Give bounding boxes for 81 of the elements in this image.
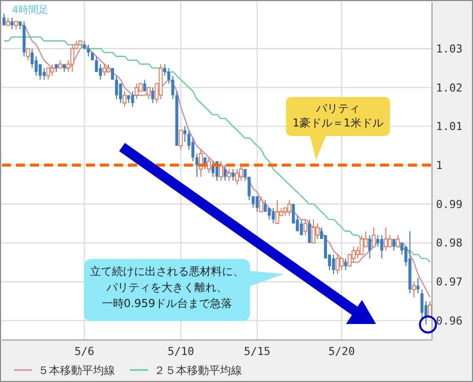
candlestick <box>2 13 6 26</box>
candlestick <box>368 234 372 259</box>
candlestick <box>38 64 42 80</box>
candlestick <box>207 156 211 174</box>
x-tick-label: 5/15 <box>244 345 270 358</box>
candlestick <box>115 75 118 100</box>
candlestick <box>388 234 392 248</box>
candlestick <box>195 153 198 178</box>
candlestick <box>248 176 251 201</box>
candlestick <box>244 168 247 182</box>
candlestick <box>264 200 267 212</box>
candlestick <box>86 44 90 57</box>
candlestick <box>219 160 223 182</box>
candlestick <box>412 281 416 298</box>
annotation: パリティ 1豪ドル＝1米ドル <box>292 102 384 130</box>
candlestick <box>272 207 275 224</box>
candlestick <box>384 226 388 252</box>
candlestick <box>119 83 122 104</box>
legend-label: ５本移動平均線 <box>38 364 115 377</box>
legend-label: ２５本移動平均線 <box>154 364 242 377</box>
candlestick <box>224 164 227 182</box>
candlestick <box>336 254 340 274</box>
candlestick <box>360 234 364 256</box>
x-tick-label: 5/10 <box>168 345 194 358</box>
candlestick <box>416 277 420 294</box>
candlestick <box>396 234 400 248</box>
candlestick <box>26 48 30 61</box>
candlestick <box>376 234 380 248</box>
candlestick <box>178 130 183 150</box>
candlestick <box>151 86 154 104</box>
x-tick-label: 5/20 <box>328 345 355 358</box>
candlestick <box>259 196 264 212</box>
y-tick-label: 0.96 <box>436 314 462 328</box>
candlestick <box>287 200 292 216</box>
candlestick <box>372 226 376 248</box>
candlestick <box>303 219 308 236</box>
candlestick <box>171 75 174 100</box>
y-tick-label: 0.98 <box>436 236 462 250</box>
y-tick-label: 0.99 <box>436 198 462 211</box>
candlestick <box>340 258 344 271</box>
candlestick <box>332 254 336 274</box>
candlestick <box>183 126 186 142</box>
candlestick <box>70 44 74 72</box>
y-tick-label: 1 <box>436 159 443 172</box>
y-tick-label: 0.97 <box>436 276 462 289</box>
candlestick <box>50 64 54 76</box>
candlestick <box>275 200 280 224</box>
candlestick <box>232 168 235 182</box>
candlestick <box>163 64 166 76</box>
candlestick <box>227 168 232 182</box>
line-series <box>3 36 431 263</box>
candlestick <box>352 246 356 263</box>
candlestick <box>191 137 194 162</box>
candlestick <box>146 86 151 100</box>
y-tick-label: 1.01 <box>436 120 462 134</box>
candlestick <box>380 234 384 259</box>
annotation: 立て続けに出される悪材料に、パリティを大きく離れ、一時0.959ドル台まで急落 <box>90 265 244 310</box>
x-tick-label: 5/6 <box>74 345 94 358</box>
chart-subtitle: 4時間足 <box>12 4 48 16</box>
candlestick <box>42 68 46 80</box>
candlestick <box>131 90 134 108</box>
candlestick <box>235 168 240 186</box>
candlestick <box>98 64 102 80</box>
candlestick <box>134 83 139 100</box>
candlestick <box>143 79 146 92</box>
candlestick <box>316 222 320 240</box>
candlestick <box>256 196 259 212</box>
candlestick <box>34 56 38 76</box>
candlestick <box>300 219 303 236</box>
candlestick <box>102 64 106 76</box>
candlestick <box>308 219 311 244</box>
candlestick <box>46 68 50 80</box>
candlestick <box>239 164 244 182</box>
candlestick <box>122 90 127 108</box>
candlestick <box>30 48 34 69</box>
candlestick <box>10 17 14 30</box>
y-tick-label: 1.03 <box>436 42 462 56</box>
candlestick <box>312 219 316 244</box>
y-tick-label: 1.02 <box>436 81 462 94</box>
candlestick <box>94 56 98 72</box>
candlestick <box>167 68 170 84</box>
